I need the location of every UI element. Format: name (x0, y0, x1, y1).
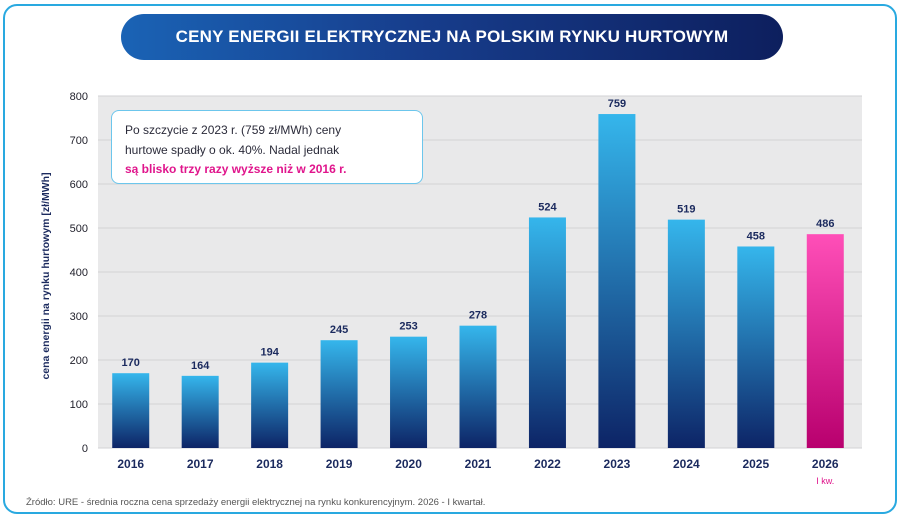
annotation-line-1: Po szczycie z 2023 r. (759 zł/MWh) ceny (125, 123, 342, 137)
value-label-2021: 278 (469, 310, 487, 322)
value-label-2017: 164 (191, 360, 210, 372)
x-tick-label-2026: 2026 (812, 457, 839, 471)
value-label-2016: 170 (122, 357, 140, 369)
bar-2018 (251, 362, 289, 448)
value-label-2026: 486 (816, 218, 834, 230)
bar-2025 (737, 246, 775, 448)
value-label-2019: 245 (330, 324, 348, 336)
value-label-2018: 194 (260, 347, 279, 359)
value-label-2020: 253 (399, 321, 417, 333)
y-tick-label: 700 (70, 135, 88, 147)
annotation-highlight: są blisko trzy razy wyższe niż w 2016 r. (125, 162, 347, 176)
value-label-2024: 519 (677, 204, 695, 216)
x-tick-label-2017: 2017 (187, 457, 214, 471)
y-tick-label: 100 (70, 399, 88, 411)
x-tick-label-2023: 2023 (604, 457, 631, 471)
x-sublabel-2026: I kw. (816, 476, 834, 486)
bar-2022 (528, 217, 566, 448)
bar-2016 (112, 373, 150, 448)
x-tick-label-2016: 2016 (117, 457, 144, 471)
value-label-2022: 524 (538, 201, 557, 213)
value-label-2025: 458 (747, 230, 765, 242)
x-tick-label-2025: 2025 (742, 457, 769, 471)
chart-title: CENY ENERGII ELEKTRYCZNEJ NA POLSKIM RYN… (175, 27, 729, 46)
value-label-2023: 759 (608, 98, 626, 110)
source-note: Źródło: URE - średnia roczna cena sprzed… (26, 497, 486, 508)
x-tick-label-2021: 2021 (465, 457, 492, 471)
bar-2026 (806, 234, 844, 448)
annotation-line-2: hurtowe spadły o ok. 40%. Nadal jednak (125, 142, 340, 157)
x-tick-label-2022: 2022 (534, 457, 561, 471)
bar-2021 (459, 325, 497, 448)
y-tick-label: 200 (70, 355, 88, 367)
x-tick-label-2024: 2024 (673, 457, 700, 471)
x-tick-label-2020: 2020 (395, 457, 422, 471)
bar-2017 (181, 375, 219, 448)
y-axis-title: cena energii na rynku hurtowym [zł/MWh] (40, 172, 52, 379)
y-tick-label: 300 (70, 311, 88, 323)
y-tick-label: 0 (82, 443, 88, 455)
annotation-box: Po szczycie z 2023 r. (759 zł/MWh) ceny … (111, 110, 423, 184)
x-tick-label-2019: 2019 (326, 457, 353, 471)
bar-2020 (390, 336, 428, 448)
x-tick-label-2018: 2018 (256, 457, 283, 471)
y-tick-label: 600 (70, 179, 88, 191)
y-tick-label: 500 (70, 223, 88, 235)
y-tick-label: 400 (70, 267, 88, 279)
bar-2023 (598, 114, 636, 448)
bar-2019 (320, 340, 358, 448)
title-banner: CENY ENERGII ELEKTRYCZNEJ NA POLSKIM RYN… (121, 14, 783, 60)
y-tick-label: 800 (70, 91, 88, 103)
bar-2024 (667, 219, 705, 448)
